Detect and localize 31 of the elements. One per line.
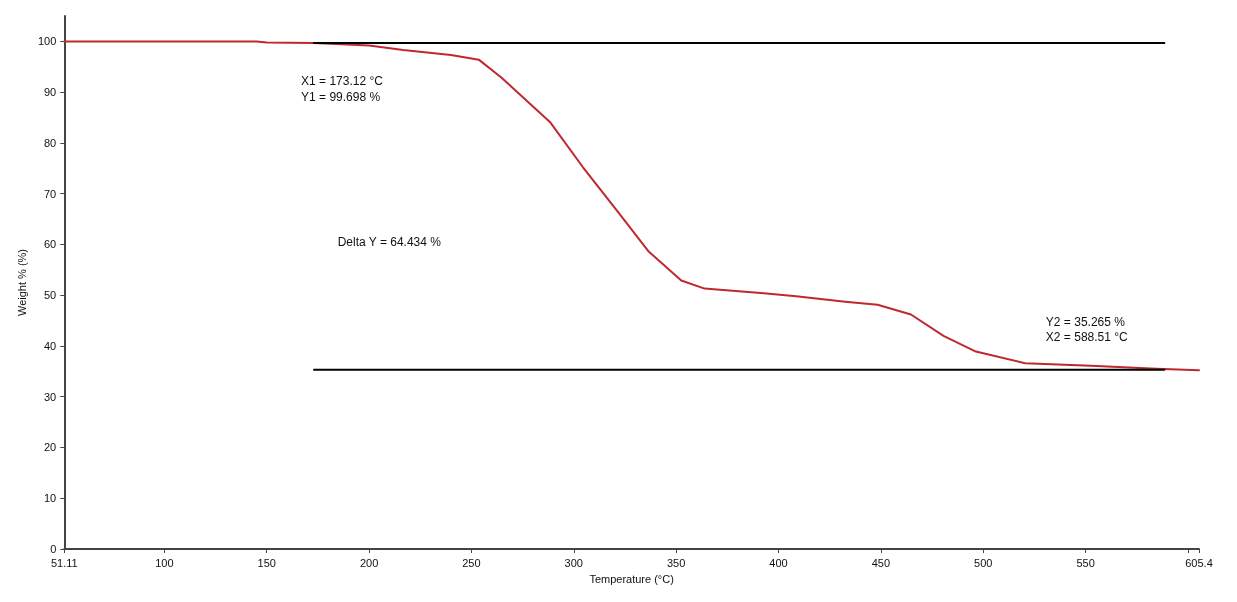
x-tick-label: 250: [462, 556, 481, 569]
y-tick-label: 100: [37, 35, 57, 48]
x-tick-label: 51.11: [50, 556, 78, 569]
y-tick-label: 10: [44, 492, 57, 505]
x-tick-label: 150: [257, 556, 276, 569]
x-tick-label: 350: [666, 556, 686, 569]
y-tick-label: 80: [44, 136, 57, 149]
y-tick-label: 60: [44, 238, 57, 251]
y-tick-label: 30: [44, 390, 57, 403]
y-tick-label: 20: [44, 441, 57, 454]
x-tick-label: 550: [1076, 556, 1095, 569]
y-tick-label: 70: [44, 187, 57, 200]
y-tick-label: 40: [44, 339, 57, 352]
x-tick-label: 300: [564, 556, 583, 569]
line-series: [63, 40, 1200, 372]
x-tick-label: 450: [871, 556, 891, 569]
y-axis-title: Weight % (%): [15, 248, 28, 317]
x-axis-title: Temperature (°C): [589, 572, 674, 585]
y-tick-label: 0: [50, 543, 57, 555]
x-tick-label: 100: [155, 556, 174, 569]
x-tick-label: 605.4: [1185, 556, 1213, 569]
y-tick-label: 50: [44, 289, 57, 302]
annotation: Y1 = 99.698 %: [301, 90, 381, 105]
x-tick-label: 500: [974, 556, 993, 569]
x-tick-label: 400: [769, 556, 788, 569]
annotation: Y2 = 35.265 %: [1045, 314, 1126, 329]
x-tick-label: 200: [359, 556, 379, 569]
annotation: X2 = 588.51 °C: [1045, 330, 1129, 345]
annotation: Delta Y = 64.434 %: [337, 235, 442, 250]
y-tick-label: 90: [44, 86, 57, 99]
annotation: X1 = 173.12 °C: [301, 74, 384, 89]
